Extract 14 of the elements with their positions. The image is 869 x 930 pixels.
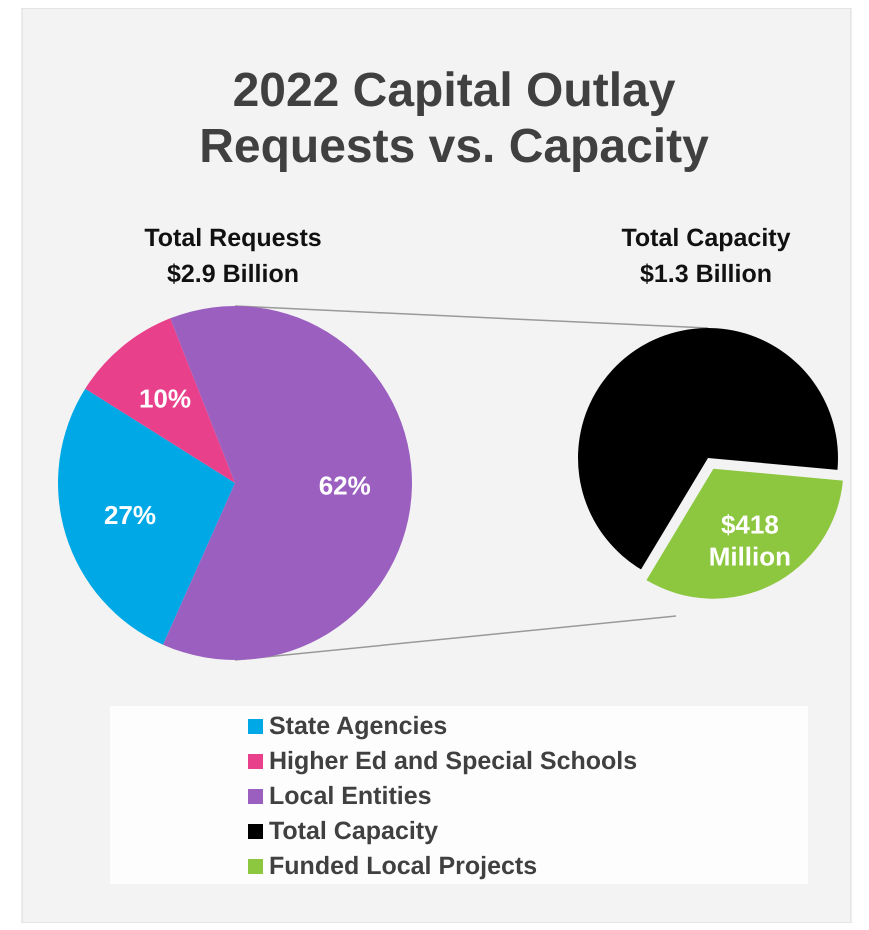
data-label: $418 Million <box>708 510 792 572</box>
chart-title: Total Capacity $1.3 Billion <box>621 224 791 288</box>
legend-label: State Agencies <box>269 712 448 740</box>
legend-label: Funded Local Projects <box>269 852 538 880</box>
data-label: 62% <box>318 470 371 500</box>
chart-title: 2022 Capital Outlay Requests vs. Capacity <box>199 64 710 173</box>
legend-label: Total Capacity <box>269 817 438 845</box>
data-label: 27% <box>104 500 156 530</box>
data-label: 10% <box>138 383 192 414</box>
pie-slice <box>58 388 235 645</box>
legend-label: Higher Ed and Special Schools <box>269 747 638 775</box>
pie-slice <box>85 318 235 483</box>
chart-subtitle: Total Requests $2.9 Billion <box>144 224 322 288</box>
legend-label: Local Entities <box>269 782 432 810</box>
